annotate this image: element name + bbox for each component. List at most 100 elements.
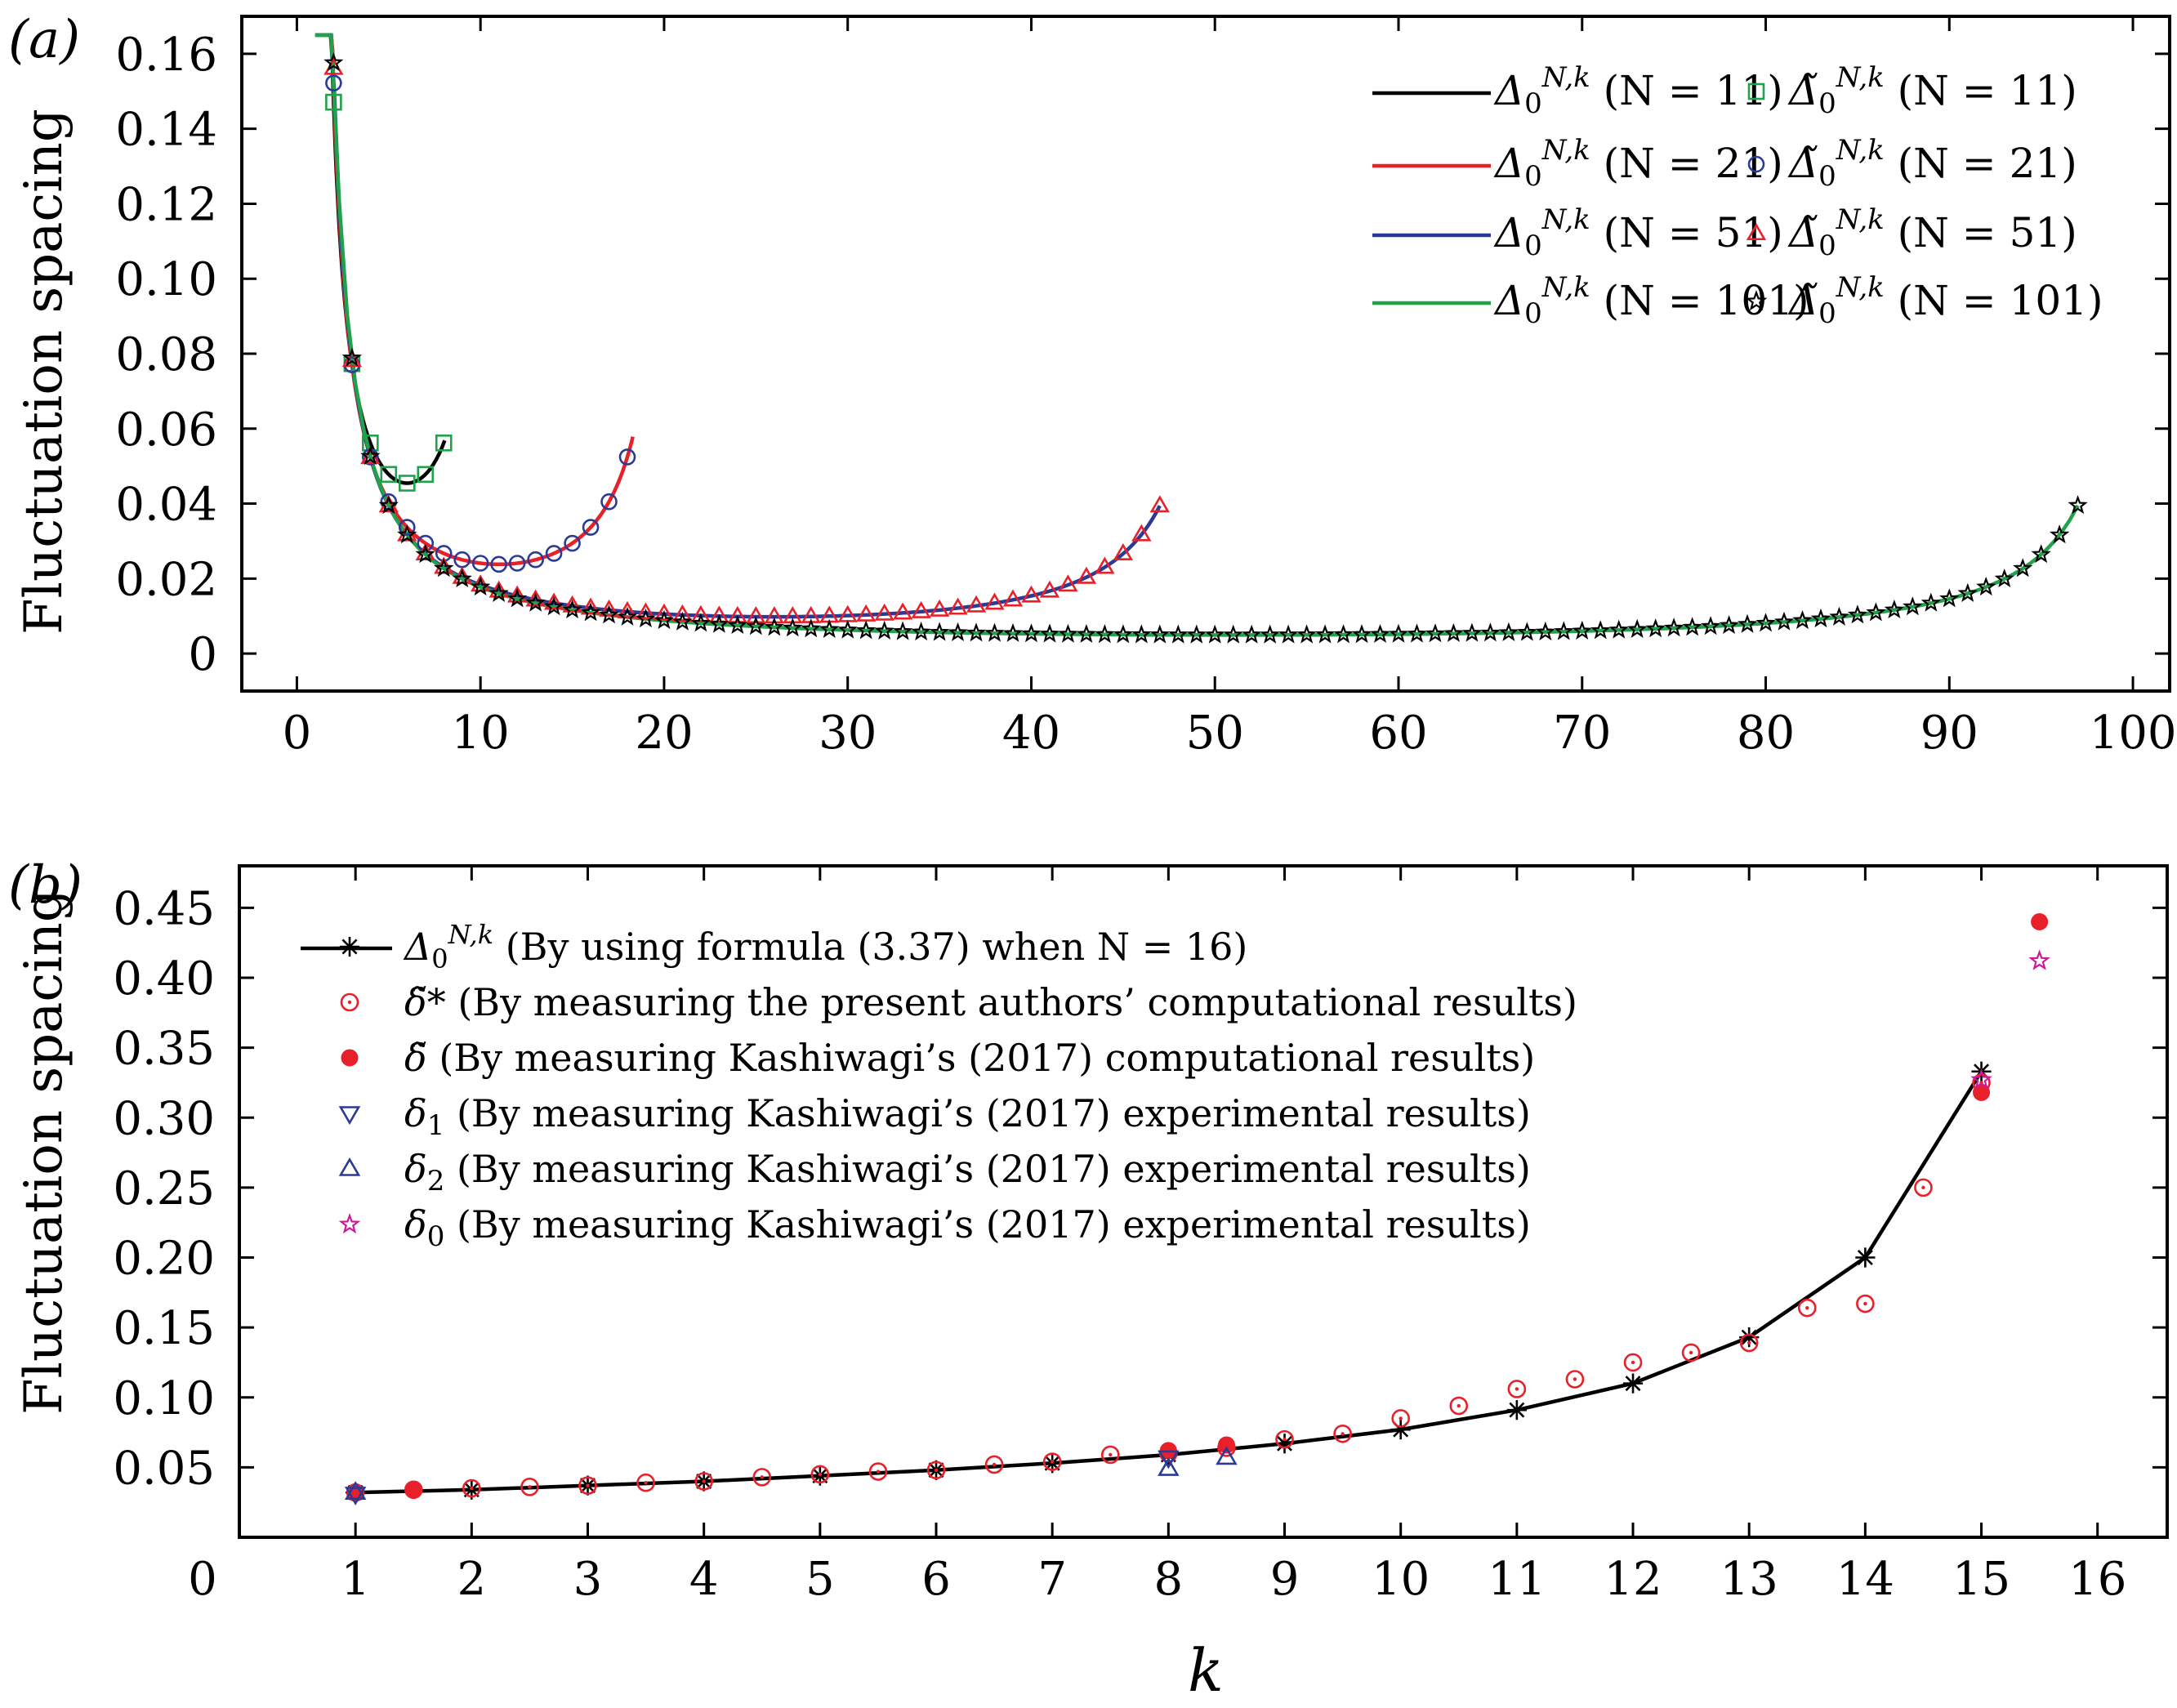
panel-a-curve-N21 [315, 33, 635, 567]
panel-a-marker-N101 [1131, 624, 1152, 644]
panel-a-marker-N101 [2068, 495, 2088, 515]
panel-a-marker-N101 [1443, 622, 1464, 642]
panel-a-marker-N51 [929, 599, 950, 617]
panel-b-y-tick-label: 0.45 [113, 882, 215, 935]
panel-a-marker-N101 [1737, 613, 1758, 633]
panel-a-marker-N101 [1701, 616, 1721, 635]
panel-b-legend-text-3: δ1 (By measuring Kashiwagi’s (2017) expe… [404, 1091, 1531, 1142]
panel-b-x-tick-label: 0 [188, 1553, 217, 1606]
panel-a-marker-N51 [1076, 566, 1097, 584]
panel-a-marker-N51 [966, 595, 987, 613]
panel-a-x-tick-label: 10 [452, 707, 510, 760]
panel-b-legend: Δ0N,k (By using formula (3.37) when N = … [301, 919, 1577, 1253]
panel-a-marker-N101 [360, 445, 381, 466]
panel-a-marker-N101 [1627, 618, 1648, 638]
panel-a-legend: Δ0N,k (N = 11) Δ0N,k (N = 21) Δ0N,k (N = 5… [1372, 61, 2103, 330]
panel-b-marker-4 [344, 1481, 367, 1500]
panel-a-marker-N101 [1866, 602, 1886, 622]
panel-a-marker-N101 [1333, 624, 1354, 644]
panel-a-marker-N101 [966, 622, 987, 642]
panel-a-marker-N101 [1260, 624, 1280, 644]
panel-a-marker-N51 [378, 495, 399, 513]
panel-a-marker-N101 [984, 622, 1005, 642]
panel-b-marker-1 [926, 1460, 946, 1480]
panel-a-marker-N101 [1976, 576, 1996, 596]
panel-a-marker-N101 [874, 620, 894, 640]
panel-a-marker-N51 [727, 605, 748, 623]
panel-a-marker-N101 [1351, 624, 1372, 644]
panel-a-legend-marker-N21-text: Δ̃0N,k (N = 21) [1787, 134, 2077, 193]
panel-a-marker-N101 [415, 544, 435, 564]
panel-a-marker-N11 [417, 466, 435, 484]
panel-b-marker-1 [1681, 1343, 1701, 1362]
panel-b-marker-1 [1275, 1429, 1294, 1449]
panel-a-marker-N101 [1920, 592, 1941, 612]
panel-b-x-tick-label: 14 [1836, 1553, 1894, 1606]
panel-b-legend-text-2: δ̃ (By measuring Kashiwagi’s (2017) comp… [404, 1036, 1535, 1080]
panel-b-ticks: 0 1 2 3 4 5 6 7 8 9 10 11 12 13 14 15 160.050.100.150.20… [113, 866, 2167, 1606]
panel-b-x-tick-label: 6 [921, 1553, 951, 1606]
panel-a-marker-N101 [2049, 524, 2070, 544]
panel-a-marker-N101 [709, 613, 729, 633]
panel-b-legend-marker-3 [338, 1106, 361, 1126]
panel-a-marker-N101 [1058, 623, 1078, 643]
panel-b-legend-text-5: δ0 (By measuring Kashiwagi’s (2017) expe… [404, 1202, 1531, 1253]
panel-b-marker-3 [1158, 1450, 1180, 1469]
panel-b-x-tick-label: 13 [1720, 1553, 1778, 1606]
panel-a-legend-marker-N21 [1747, 155, 1765, 173]
panel-a-marker-N101 [1076, 623, 1096, 643]
panel-a-plot-frame [240, 15, 2171, 693]
panel-b-marker-1 [520, 1478, 539, 1496]
panel-a-marker-N21 [600, 493, 618, 511]
panel-b: (b) Fluctuation spacing k 0 1 2 3 4 5 6 7 8 9 10 11… [8, 855, 2169, 1705]
panel-a-y-tick-label: 0.04 [115, 479, 217, 532]
panel-a-legend-line-N21-text: Δ0N,k (N = 21) [1493, 134, 1783, 193]
panel-a-marker-N101 [1039, 623, 1060, 643]
panel-b-x-tick-label: 5 [805, 1553, 835, 1606]
panel-a-marker-N101 [2031, 544, 2051, 564]
panel-a-marker-N21 [618, 448, 636, 466]
panel-a-marker-N101 [1278, 624, 1299, 644]
panel-a-marker-N101 [1939, 588, 1960, 608]
panel-a-marker-N101 [911, 621, 931, 641]
panel-a-x-tick-label: 50 [1186, 707, 1244, 760]
panel-b-marker-5 [1970, 1068, 1992, 1090]
panel-a-marker-N101 [1884, 600, 1904, 619]
panel-a-marker-N11 [325, 93, 342, 111]
panel-a-marker-N11 [398, 475, 416, 492]
panel-b-legend-marker-0 [339, 936, 360, 957]
panel-a-marker-N101 [1095, 624, 1115, 644]
panel-b-marker-1 [868, 1462, 888, 1481]
panel-a-marker-N101 [1223, 624, 1243, 644]
panel-a-marker-N51 [746, 606, 766, 624]
panel-a-legend-marker-N11 [1747, 83, 1765, 100]
panel-a-marker-N101 [892, 621, 913, 640]
panel-b-x-tick-label: 15 [1952, 1553, 2010, 1606]
panel-a-marker-N51 [617, 600, 638, 618]
panel-b-marker-1 [1333, 1424, 1352, 1443]
panel-b-y-tick-label: 0.20 [113, 1233, 215, 1286]
panel-a-marker-N101 [764, 617, 784, 636]
panel-a-y-axis-label: Fluctuation spacing [14, 109, 74, 635]
panel-a-marker-N101 [1829, 606, 1849, 626]
panel-a-x-tick-label: 60 [1369, 707, 1427, 760]
panel-a-marker-N101 [1425, 623, 1446, 643]
panel-a-marker-N101 [580, 602, 601, 622]
panel-a-marker-N51 [1039, 580, 1060, 598]
panel-b-x-tick-label: 2 [457, 1553, 487, 1606]
panel-a-marker-N101 [1149, 624, 1170, 644]
panel-a-legend-line-N11-text: Δ0N,k (N = 11) [1493, 61, 1783, 120]
panel-a-marker-N21 [564, 534, 581, 552]
panel-a-marker-N101 [1719, 615, 1739, 635]
panel-a-marker-N101 [1773, 611, 1795, 631]
panel-a-marker-N101 [378, 495, 399, 515]
panel-a-marker-N101 [1645, 618, 1666, 638]
panel-a-marker-N101 [746, 616, 766, 635]
panel-b-marker-1 [1042, 1452, 1062, 1471]
panel-a-marker-N51 [948, 597, 968, 615]
panel-a-marker-N51 [1058, 574, 1078, 592]
panel-b-legend-marker-2 [341, 1049, 359, 1067]
panel-a-marker-N101 [525, 592, 546, 612]
panel-a-marker-N101 [1168, 624, 1189, 644]
panel-a-marker-N11 [435, 434, 453, 452]
